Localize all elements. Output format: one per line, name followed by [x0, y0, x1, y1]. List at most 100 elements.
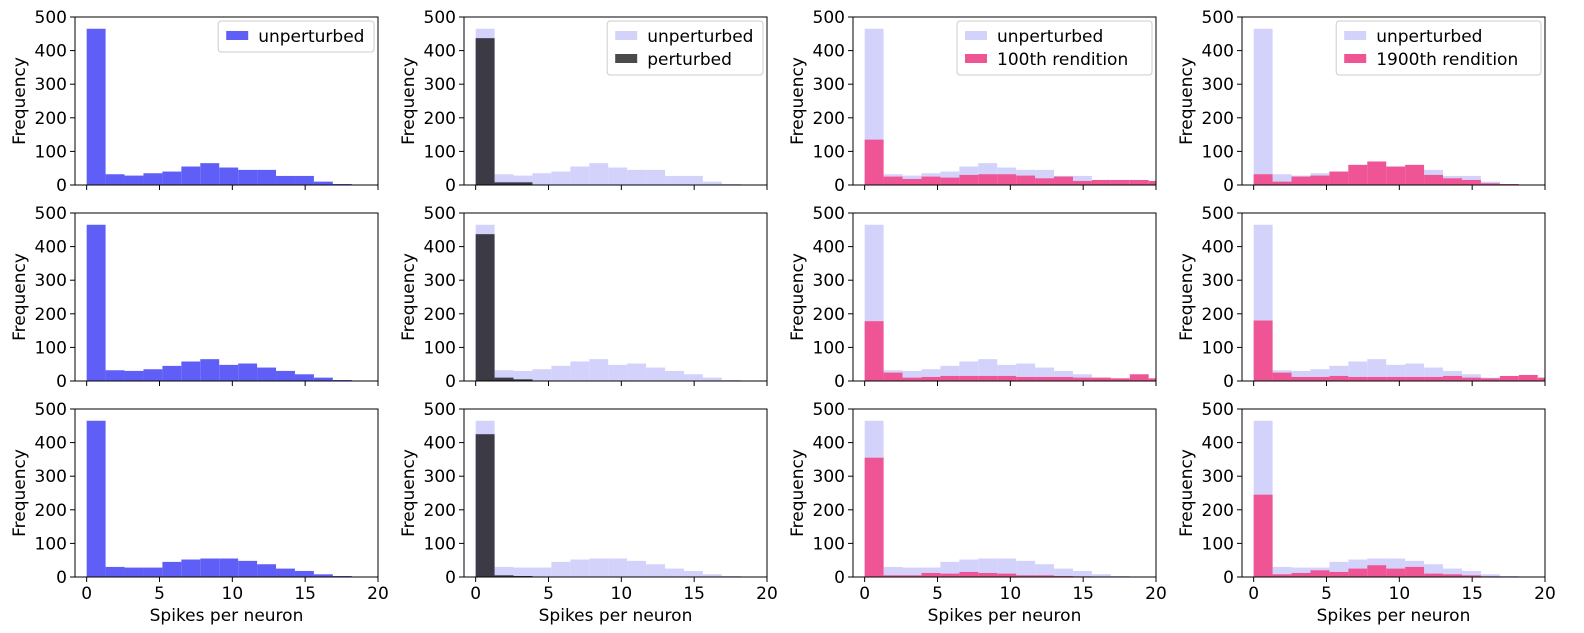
histogram-bar	[1110, 378, 1130, 381]
histogram-bar	[143, 567, 163, 577]
histogram-bar	[1348, 568, 1368, 577]
histogram-bar	[1499, 375, 1519, 381]
legend-label: unperturbed	[1376, 27, 1482, 47]
y-tick-label: 400	[1202, 238, 1234, 258]
series-2	[475, 234, 533, 381]
histogram-bar	[940, 177, 960, 185]
histogram-bar	[959, 571, 979, 577]
y-tick-label: 300	[1202, 75, 1234, 95]
y-tick-label: 500	[813, 8, 845, 28]
histogram-bar	[105, 174, 125, 185]
y-axis-label: Frequency	[399, 449, 419, 537]
legend: unperturbed 100th rendition	[956, 20, 1153, 76]
histogram-bar	[959, 174, 979, 185]
legend-label: unperturbed	[258, 27, 364, 47]
axes-frame	[1241, 408, 1546, 578]
legend-label: perturbed	[647, 50, 732, 70]
histogram-bar	[1035, 178, 1055, 185]
histogram-bar	[86, 224, 106, 381]
axes-frame	[74, 16, 379, 186]
histogram-bar	[494, 566, 514, 577]
histogram-bar	[902, 377, 922, 381]
histogram-bar	[313, 377, 333, 381]
histogram-bar	[1054, 568, 1073, 577]
subplot-r1-c1: 0 100 200 300 400 500 Frequency unperturbed	[10, 8, 379, 196]
histogram-bar	[921, 572, 941, 577]
histogram-bar	[570, 166, 590, 185]
y-tick-label: 200	[35, 109, 67, 129]
histogram-bar	[238, 169, 258, 185]
y-tick-label: 500	[35, 400, 67, 420]
histogram-bar	[570, 361, 590, 381]
axes-frame	[74, 408, 379, 578]
histogram-bar	[1054, 376, 1073, 381]
histogram-bar	[883, 372, 903, 381]
y-tick-label: 400	[424, 42, 456, 62]
histogram-bar	[1272, 372, 1292, 381]
y-tick-label: 500	[813, 204, 845, 224]
histogram-bar	[532, 173, 552, 185]
axes-frame	[1241, 16, 1546, 186]
legend: unperturbed	[217, 20, 375, 53]
histogram-bar	[940, 573, 960, 577]
y-tick-label: 500	[1202, 400, 1234, 420]
y-tick-label: 300	[1202, 271, 1234, 291]
series-1	[475, 420, 760, 577]
histogram-bar	[124, 567, 144, 577]
series-1	[1253, 224, 1538, 381]
series-1	[86, 420, 371, 577]
x-tick-label: 20	[1534, 584, 1556, 604]
histogram-bar	[1272, 574, 1292, 577]
histogram-bar	[1348, 164, 1368, 185]
histogram-bar	[883, 575, 903, 577]
series-2	[1253, 161, 1519, 185]
x-tick-label: 5	[932, 584, 943, 604]
histogram-bar	[608, 364, 628, 381]
histogram-bar	[513, 370, 533, 381]
y-axis-label: Frequency	[399, 57, 419, 145]
histogram-bar	[494, 174, 514, 185]
legend: unperturbed perturbed	[606, 20, 764, 76]
histogram-bar	[921, 567, 941, 577]
histogram-bar	[105, 370, 125, 381]
axes-frame	[463, 16, 768, 186]
histogram-bar	[627, 363, 647, 381]
histogram-bar	[1310, 369, 1330, 381]
histogram-bar	[721, 183, 741, 185]
histogram-bar	[1091, 574, 1111, 577]
histogram-bar	[494, 377, 514, 381]
histogram-bar	[1386, 166, 1406, 185]
histogram-bar	[1499, 575, 1519, 577]
histogram-bar	[1291, 370, 1311, 381]
histogram-bar	[162, 561, 182, 577]
y-axis-label: Frequency	[10, 253, 30, 341]
histogram-bar	[902, 575, 922, 577]
histogram-bar	[1405, 164, 1425, 185]
histogram-bar	[1253, 320, 1273, 381]
histogram-bar	[238, 560, 258, 577]
histogram-bar	[1329, 375, 1349, 381]
histogram-bar	[646, 367, 666, 381]
x-tick-label: 0	[1248, 584, 1259, 604]
series-1	[86, 224, 371, 381]
histogram-bar	[494, 575, 514, 577]
x-axis-label: Spikes per neuron	[1317, 606, 1471, 626]
y-tick-label: 100	[813, 142, 845, 162]
y-tick-label: 200	[813, 305, 845, 325]
histogram-bar	[86, 28, 106, 186]
histogram-bar	[1310, 570, 1330, 577]
y-tick-label: 0	[834, 176, 845, 196]
x-tick-label: 20	[756, 584, 778, 604]
y-tick-label: 200	[35, 305, 67, 325]
y-tick-label: 500	[424, 204, 456, 224]
histogram-bar	[105, 566, 125, 577]
series-1	[864, 224, 1149, 381]
series-1	[475, 224, 760, 381]
histogram-bar	[257, 367, 277, 381]
y-tick-label: 300	[1202, 467, 1234, 487]
histogram-bar	[1016, 175, 1036, 185]
histogram-bar	[238, 363, 258, 381]
y-tick-label: 500	[1202, 8, 1234, 28]
histogram-bar	[1054, 176, 1073, 185]
